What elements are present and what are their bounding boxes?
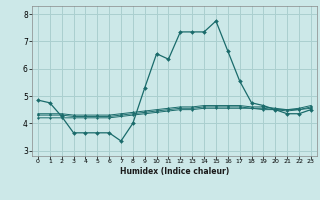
X-axis label: Humidex (Indice chaleur): Humidex (Indice chaleur) <box>120 167 229 176</box>
